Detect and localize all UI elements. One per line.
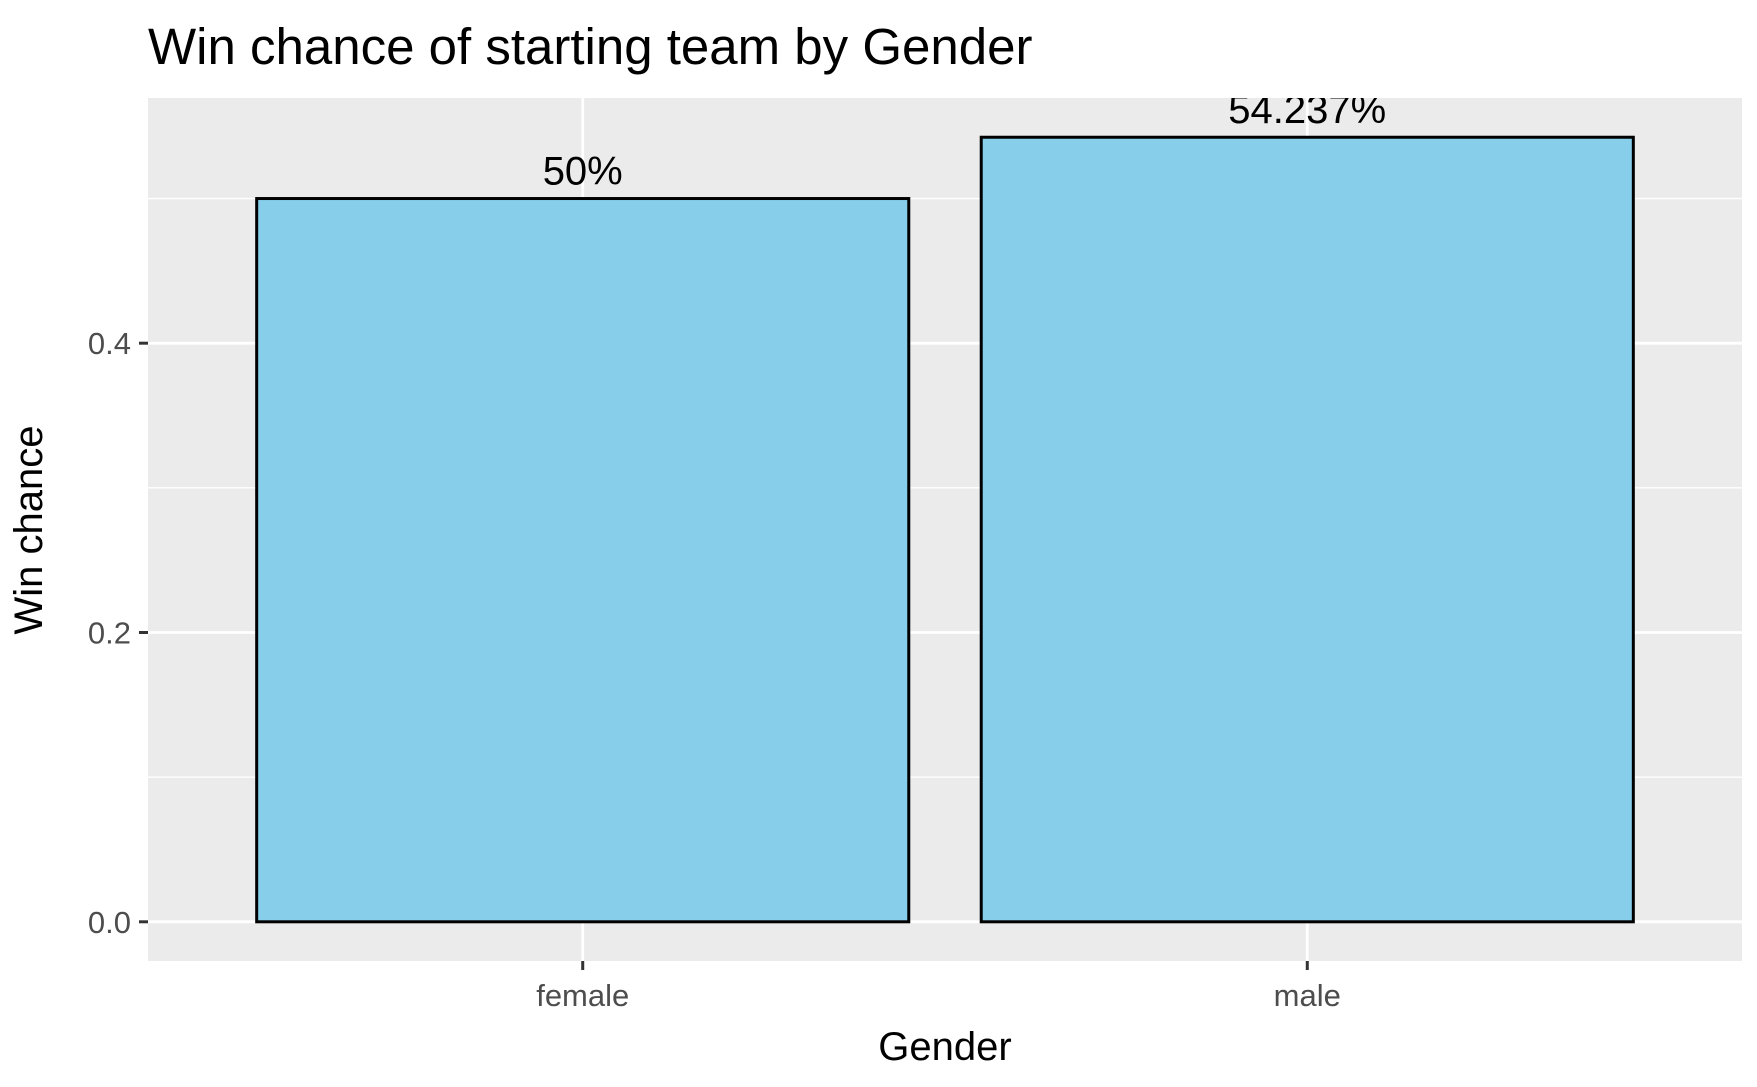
y-tick-label: 0.4: [88, 326, 131, 361]
bar-female: [255, 197, 911, 924]
data-label-male: 54.237%: [1228, 88, 1386, 132]
x-axis-title: Gender: [878, 1025, 1011, 1069]
data-label-female: 50%: [543, 150, 623, 194]
bars: [255, 135, 1635, 924]
y-tick-label: 0.0: [88, 905, 131, 940]
x-tick-label-male: male: [1274, 978, 1341, 1013]
data-labels: 50% 54.237%: [543, 88, 1387, 194]
y-tick-label: 0.2: [88, 615, 131, 650]
chart-title: Win chance of starting team by Gender: [148, 18, 1032, 75]
axes: 0.0 0.2 0.4 female male: [88, 326, 1341, 1013]
y-axis-title: Win chance: [7, 426, 51, 635]
bar-male: [979, 135, 1635, 924]
x-tick-label-female: female: [536, 978, 629, 1013]
